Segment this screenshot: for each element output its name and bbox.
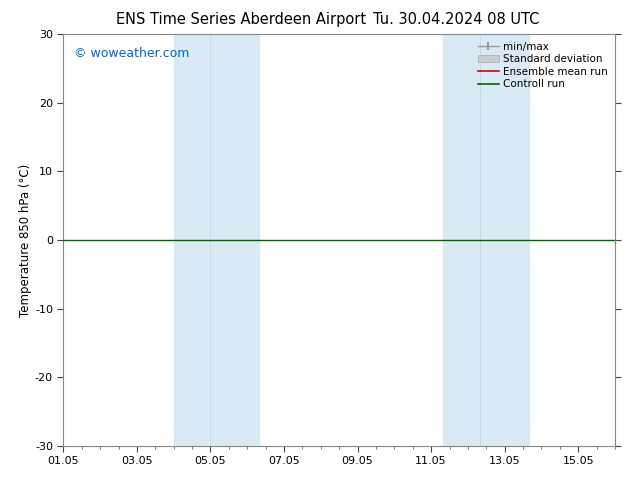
Bar bbox=[174, 34, 259, 446]
Bar bbox=[443, 34, 529, 446]
Y-axis label: Temperature 850 hPa (°C): Temperature 850 hPa (°C) bbox=[19, 164, 32, 317]
Text: © woweather.com: © woweather.com bbox=[74, 47, 190, 60]
Text: ENS Time Series Aberdeen Airport: ENS Time Series Aberdeen Airport bbox=[116, 12, 366, 27]
Text: Tu. 30.04.2024 08 UTC: Tu. 30.04.2024 08 UTC bbox=[373, 12, 540, 27]
Legend: min/max, Standard deviation, Ensemble mean run, Controll run: min/max, Standard deviation, Ensemble me… bbox=[476, 40, 610, 92]
